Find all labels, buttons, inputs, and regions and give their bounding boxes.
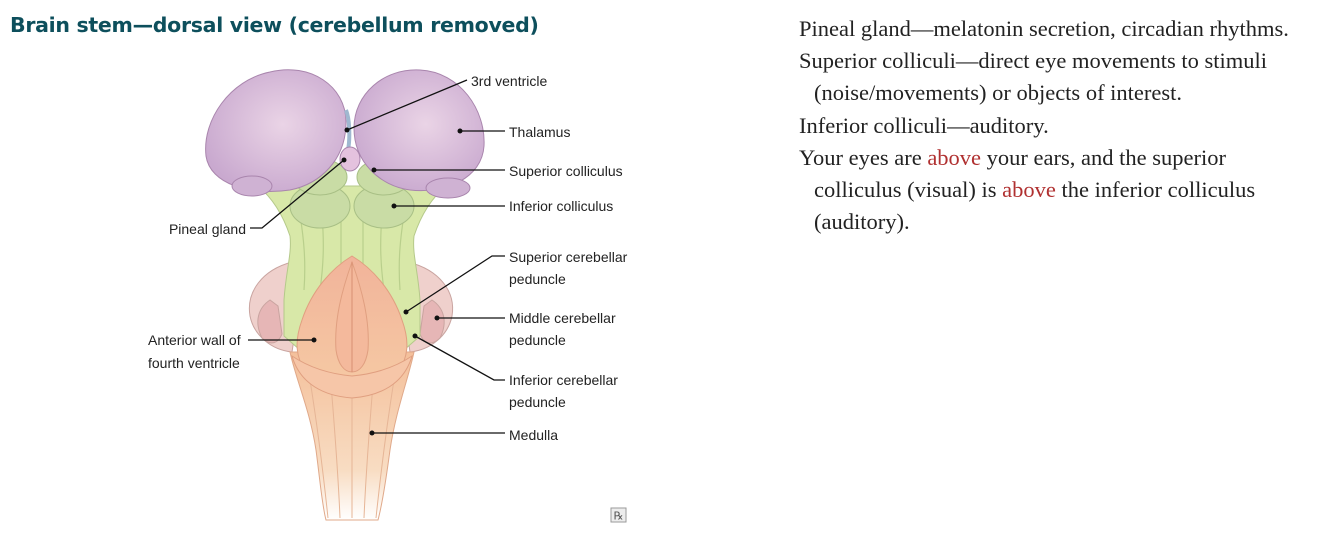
note-eyes-highlight-1: above [927,144,982,170]
brainstem-illustration: 3rd ventricle Thalamus Superior collicul… [148,69,628,523]
label-anterior-wall-line1: Anterior wall of [148,332,241,348]
label-superior-cerebellar-line2: peduncle [509,271,566,287]
label-inferior-cerebellar-line2: peduncle [509,394,566,410]
diagram-title: Brain stem—dorsal view (cerebellum remov… [10,13,539,37]
thalamus-left [205,69,347,192]
label-middle-cerebellar-line2: peduncle [509,332,566,348]
rx-badge: ℞ [610,507,627,523]
brainstem-figure: 3rd ventricle Thalamus Superior collicul… [148,69,628,523]
note-eyes-text-1: Your eyes are [799,144,928,170]
label-middle-cerebellar-line1: Middle cerebellar [509,310,616,326]
label-pineal-gland: Pineal gland [169,221,246,237]
label-superior-colliculus: Superior colliculus [509,163,623,179]
rx-badge-glyph: ℞ [614,511,624,523]
leader-lines [248,79,505,436]
note-eyes-text-3: the inferior colliculus (auditory). [814,177,1256,235]
note-pineal: Pineal gland—melatonin secretion, circad… [799,16,1289,41]
notes-panel: Pineal gland—melatonin secretion, circad… [799,13,1299,238]
thalamus-right [353,69,485,192]
note-eyes-above-ears: Your eyes are above your ears, and the s… [799,142,1299,239]
label-third-ventricle: 3rd ventricle [471,73,547,89]
label-inferior-colliculus: Inferior colliculus [509,198,613,214]
label-anterior-wall-line2: fourth ventricle [148,355,240,371]
note-superior-colliculi: Superior colliculi—direct eye movements … [799,48,1268,106]
label-inferior-cerebellar-line1: Inferior cerebellar [509,372,618,388]
label-superior-cerebellar-line1: Superior cerebellar [509,249,628,265]
label-medulla: Medulla [509,427,558,443]
pineal-gland [339,146,361,172]
note-eyes-text-2: your ears, and the superior colliculus (… [814,144,1226,203]
note-inferior-colliculi: Inferior colliculi—auditory. [799,112,1049,138]
label-thalamus: Thalamus [509,124,570,140]
note-eyes-highlight-2: above [1002,177,1056,203]
